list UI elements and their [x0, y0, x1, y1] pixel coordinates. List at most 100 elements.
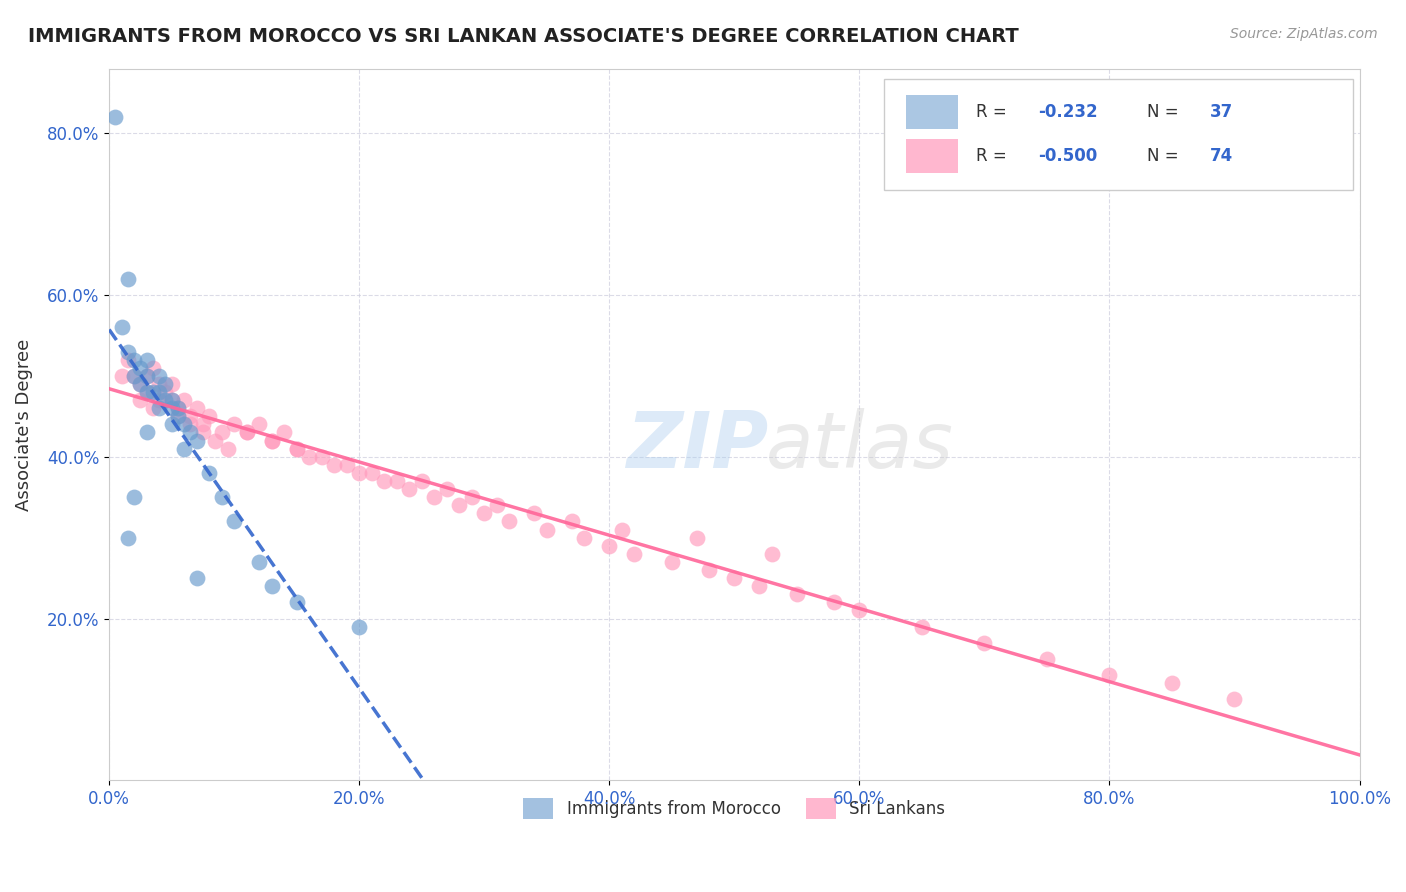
Point — [574, 531, 596, 545]
Point — [285, 595, 308, 609]
Point — [285, 442, 308, 456]
Point — [135, 385, 157, 400]
Point — [179, 417, 201, 432]
Point — [104, 110, 127, 124]
Point — [336, 458, 359, 472]
Point — [973, 636, 995, 650]
Point — [610, 523, 633, 537]
Point — [661, 555, 683, 569]
Point — [823, 595, 845, 609]
Point — [117, 272, 139, 286]
Point — [285, 442, 308, 456]
Point — [398, 482, 420, 496]
Point — [1161, 676, 1184, 690]
Point — [117, 531, 139, 545]
Legend: Immigrants from Morocco, Sri Lankans: Immigrants from Morocco, Sri Lankans — [517, 792, 952, 825]
Point — [423, 490, 446, 504]
Point — [186, 434, 208, 448]
Point — [117, 352, 139, 367]
Point — [911, 619, 934, 633]
Point — [155, 376, 177, 391]
Point — [135, 352, 157, 367]
Point — [347, 466, 370, 480]
Point — [411, 474, 433, 488]
Point — [186, 401, 208, 416]
Point — [360, 466, 382, 480]
Point — [148, 401, 170, 416]
Point — [204, 434, 226, 448]
Point — [142, 401, 165, 416]
Point — [723, 571, 745, 585]
Point — [373, 474, 395, 488]
Point — [311, 450, 333, 464]
Point — [122, 352, 145, 367]
Text: atlas: atlas — [765, 408, 953, 483]
Point — [224, 515, 246, 529]
Bar — [905, 139, 957, 173]
Point — [173, 393, 195, 408]
Point — [160, 401, 183, 416]
Point — [117, 344, 139, 359]
Point — [148, 393, 170, 408]
Point — [623, 547, 645, 561]
Point — [748, 579, 770, 593]
Point — [198, 409, 221, 424]
Point — [235, 425, 257, 440]
FancyBboxPatch shape — [884, 79, 1353, 189]
Point — [110, 368, 132, 383]
Point — [167, 409, 190, 424]
Point — [186, 571, 208, 585]
Point — [142, 360, 165, 375]
Point — [160, 417, 183, 432]
Point — [224, 417, 246, 432]
Point — [179, 409, 201, 424]
Point — [298, 450, 321, 464]
Point — [211, 425, 233, 440]
Point — [129, 393, 152, 408]
Point — [848, 603, 870, 617]
Point — [498, 515, 520, 529]
Point — [160, 393, 183, 408]
Text: Source: ZipAtlas.com: Source: ZipAtlas.com — [1230, 27, 1378, 41]
Point — [449, 498, 471, 512]
Point — [142, 385, 165, 400]
Point — [461, 490, 484, 504]
Point — [211, 490, 233, 504]
Text: 74: 74 — [1209, 147, 1233, 165]
Point — [148, 376, 170, 391]
Point — [561, 515, 583, 529]
Point — [260, 579, 283, 593]
Point — [436, 482, 458, 496]
Y-axis label: Associate's Degree: Associate's Degree — [15, 338, 32, 510]
Point — [173, 417, 195, 432]
Point — [598, 539, 620, 553]
Point — [167, 409, 190, 424]
Text: -0.500: -0.500 — [1038, 147, 1098, 165]
Point — [191, 425, 214, 440]
Text: R =: R = — [976, 147, 1012, 165]
Point — [385, 474, 408, 488]
Point — [786, 587, 808, 601]
Point — [235, 425, 257, 440]
Text: N =: N = — [1147, 103, 1184, 121]
Bar — [905, 95, 957, 129]
Point — [323, 458, 346, 472]
Text: ZIP: ZIP — [626, 408, 768, 483]
Point — [167, 401, 190, 416]
Point — [155, 393, 177, 408]
Point — [472, 507, 495, 521]
Text: 37: 37 — [1209, 103, 1233, 121]
Point — [167, 401, 190, 416]
Point — [198, 466, 221, 480]
Point — [160, 393, 183, 408]
Point — [110, 320, 132, 334]
Point — [260, 434, 283, 448]
Point — [191, 417, 214, 432]
Point — [179, 425, 201, 440]
Point — [523, 507, 546, 521]
Point — [148, 368, 170, 383]
Point — [129, 376, 152, 391]
Point — [135, 368, 157, 383]
Point — [347, 619, 370, 633]
Point — [122, 368, 145, 383]
